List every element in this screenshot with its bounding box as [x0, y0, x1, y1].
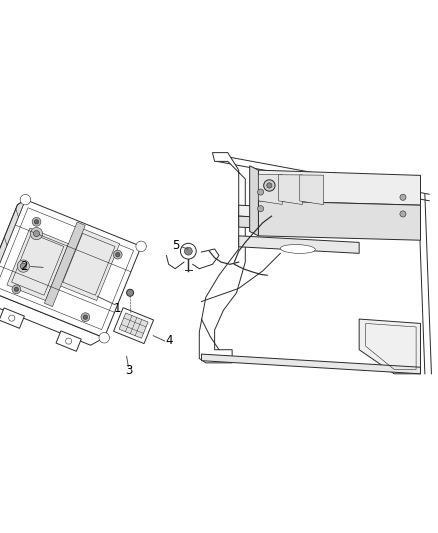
Polygon shape — [44, 222, 85, 306]
Polygon shape — [199, 152, 245, 363]
Polygon shape — [258, 201, 420, 240]
Text: 5: 5 — [173, 239, 180, 252]
Polygon shape — [201, 354, 420, 374]
Polygon shape — [239, 205, 420, 225]
Circle shape — [83, 315, 88, 319]
Text: 4: 4 — [166, 335, 173, 348]
Circle shape — [400, 211, 406, 217]
Polygon shape — [300, 175, 324, 205]
Polygon shape — [258, 174, 282, 205]
Circle shape — [9, 315, 15, 321]
Circle shape — [127, 289, 134, 296]
Circle shape — [264, 180, 275, 191]
Text: 3: 3 — [126, 364, 133, 377]
Circle shape — [116, 253, 120, 257]
Circle shape — [136, 241, 146, 252]
Circle shape — [267, 183, 272, 188]
Polygon shape — [0, 291, 104, 345]
Circle shape — [17, 260, 29, 272]
Circle shape — [99, 333, 110, 343]
Circle shape — [14, 287, 18, 292]
Polygon shape — [258, 170, 420, 205]
Circle shape — [400, 194, 406, 200]
Text: 1: 1 — [113, 302, 121, 314]
Polygon shape — [0, 200, 25, 291]
Polygon shape — [239, 216, 420, 236]
Circle shape — [33, 231, 39, 237]
Polygon shape — [279, 175, 303, 205]
Circle shape — [32, 217, 41, 226]
Polygon shape — [250, 166, 258, 236]
Circle shape — [34, 220, 39, 224]
Polygon shape — [0, 308, 25, 328]
Polygon shape — [113, 308, 154, 344]
Polygon shape — [56, 331, 81, 351]
Circle shape — [66, 338, 72, 344]
Polygon shape — [58, 228, 120, 301]
Circle shape — [20, 263, 26, 269]
Polygon shape — [359, 319, 420, 374]
Circle shape — [113, 251, 122, 259]
Text: 2: 2 — [20, 260, 28, 273]
Circle shape — [258, 206, 264, 212]
Circle shape — [180, 243, 196, 259]
Polygon shape — [0, 200, 141, 338]
Polygon shape — [119, 313, 148, 338]
Polygon shape — [239, 236, 359, 253]
Ellipse shape — [280, 245, 315, 253]
Circle shape — [184, 247, 192, 255]
Circle shape — [20, 195, 31, 205]
Circle shape — [258, 189, 264, 195]
Circle shape — [12, 285, 21, 294]
Circle shape — [81, 313, 90, 321]
Circle shape — [30, 228, 42, 240]
Polygon shape — [7, 228, 68, 301]
